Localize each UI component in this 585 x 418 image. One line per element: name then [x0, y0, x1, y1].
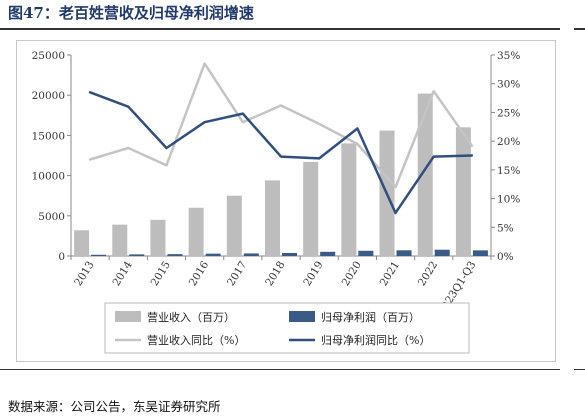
revenue-bar — [303, 161, 319, 256]
right-tick-label: 35% — [497, 50, 520, 62]
x-tick-label: 2021 — [378, 259, 402, 288]
revenue-bar — [341, 143, 357, 256]
x-tick-label: 2017 — [225, 259, 249, 288]
chart-frame: 0 5000 10000 15000 20000 25000 0% 5% 10% 15% 20% 25… — [16, 40, 556, 362]
legend-revenue-label: 营业收入（百万） — [147, 310, 235, 324]
profit-yoy-line — [88, 91, 474, 215]
profit-bar — [167, 254, 183, 256]
x-tick-label: 2015 — [149, 259, 173, 288]
figure-title: 图47：老百姓营收及归母净利润增速 — [8, 4, 254, 22]
revenue-yoy-line — [88, 62, 474, 189]
bottom-rule — [0, 369, 560, 370]
revenue-bar — [455, 127, 471, 256]
chart-svg: 0 5000 10000 15000 20000 25000 0% 5% 10% 15% 20% 25… — [32, 50, 520, 354]
x-tick-label: 2014 — [110, 259, 135, 288]
legend-revenue-swatch — [115, 311, 141, 322]
right-tick-label: 0% — [497, 251, 514, 263]
left-tick-label: 0 — [58, 251, 65, 263]
chart-bars — [74, 93, 488, 256]
source-note: 数据来源：公司公告，东吴证券研究所 — [8, 399, 221, 414]
right-rule-top — [574, 28, 585, 30]
revenue-bar — [74, 230, 90, 256]
profit-bar — [472, 250, 488, 256]
x-tick-label: 2013 — [72, 259, 96, 288]
x-tick-label: 2019 — [301, 259, 325, 288]
profit-bar — [320, 251, 336, 256]
left-tick-label: 15000 — [32, 130, 65, 142]
legend-profit-label: 归母净利润（百万） — [321, 310, 420, 324]
profit-bar — [91, 254, 107, 256]
left-tick-label: 25000 — [32, 50, 65, 62]
top-rule — [0, 28, 560, 30]
profit-bar — [129, 254, 145, 256]
profit-bar — [434, 249, 450, 256]
right-tick-label: 15% — [497, 165, 520, 177]
profit-bar — [205, 253, 221, 256]
revenue-bar — [226, 195, 242, 256]
chart-legend: 营业收入（百万） 归母净利润（百万） 营业收入同比（%） 归母净利润同比（%） — [104, 302, 470, 354]
left-tick-label: 10000 — [32, 171, 65, 183]
legend-revenue-yoy-label: 营业收入同比（%） — [147, 333, 245, 347]
left-tick-label: 20000 — [32, 90, 65, 102]
right-tick-label: 25% — [497, 107, 520, 119]
x-tick-label: 2022 — [416, 259, 440, 288]
x-tick-label: 2016 — [187, 259, 212, 288]
x-tick-label: 2018 — [263, 259, 287, 288]
revenue-bar — [265, 180, 280, 256]
right-tick-label: 5% — [497, 222, 514, 234]
right-rule-bottom — [574, 369, 585, 370]
left-tick-label: 5000 — [38, 211, 65, 223]
right-tick-label: 20% — [497, 136, 520, 148]
revenue-bar — [112, 224, 128, 256]
right-tick-label: 10% — [497, 194, 520, 206]
legend-box — [104, 302, 470, 354]
chart-lines — [88, 62, 474, 215]
profit-bar — [282, 252, 297, 256]
profit-bar — [243, 253, 259, 256]
profit-bar — [396, 250, 412, 256]
revenue-bar — [417, 93, 433, 256]
revenue-bar — [150, 219, 166, 256]
right-tick-label: 30% — [497, 79, 520, 91]
legend-profit-swatch — [289, 311, 315, 322]
profit-bar — [358, 250, 374, 256]
revenue-bar — [188, 207, 204, 256]
legend-profit-yoy-label: 归母净利润同比（%） — [321, 333, 430, 347]
x-tick-label: 2020 — [340, 259, 364, 288]
